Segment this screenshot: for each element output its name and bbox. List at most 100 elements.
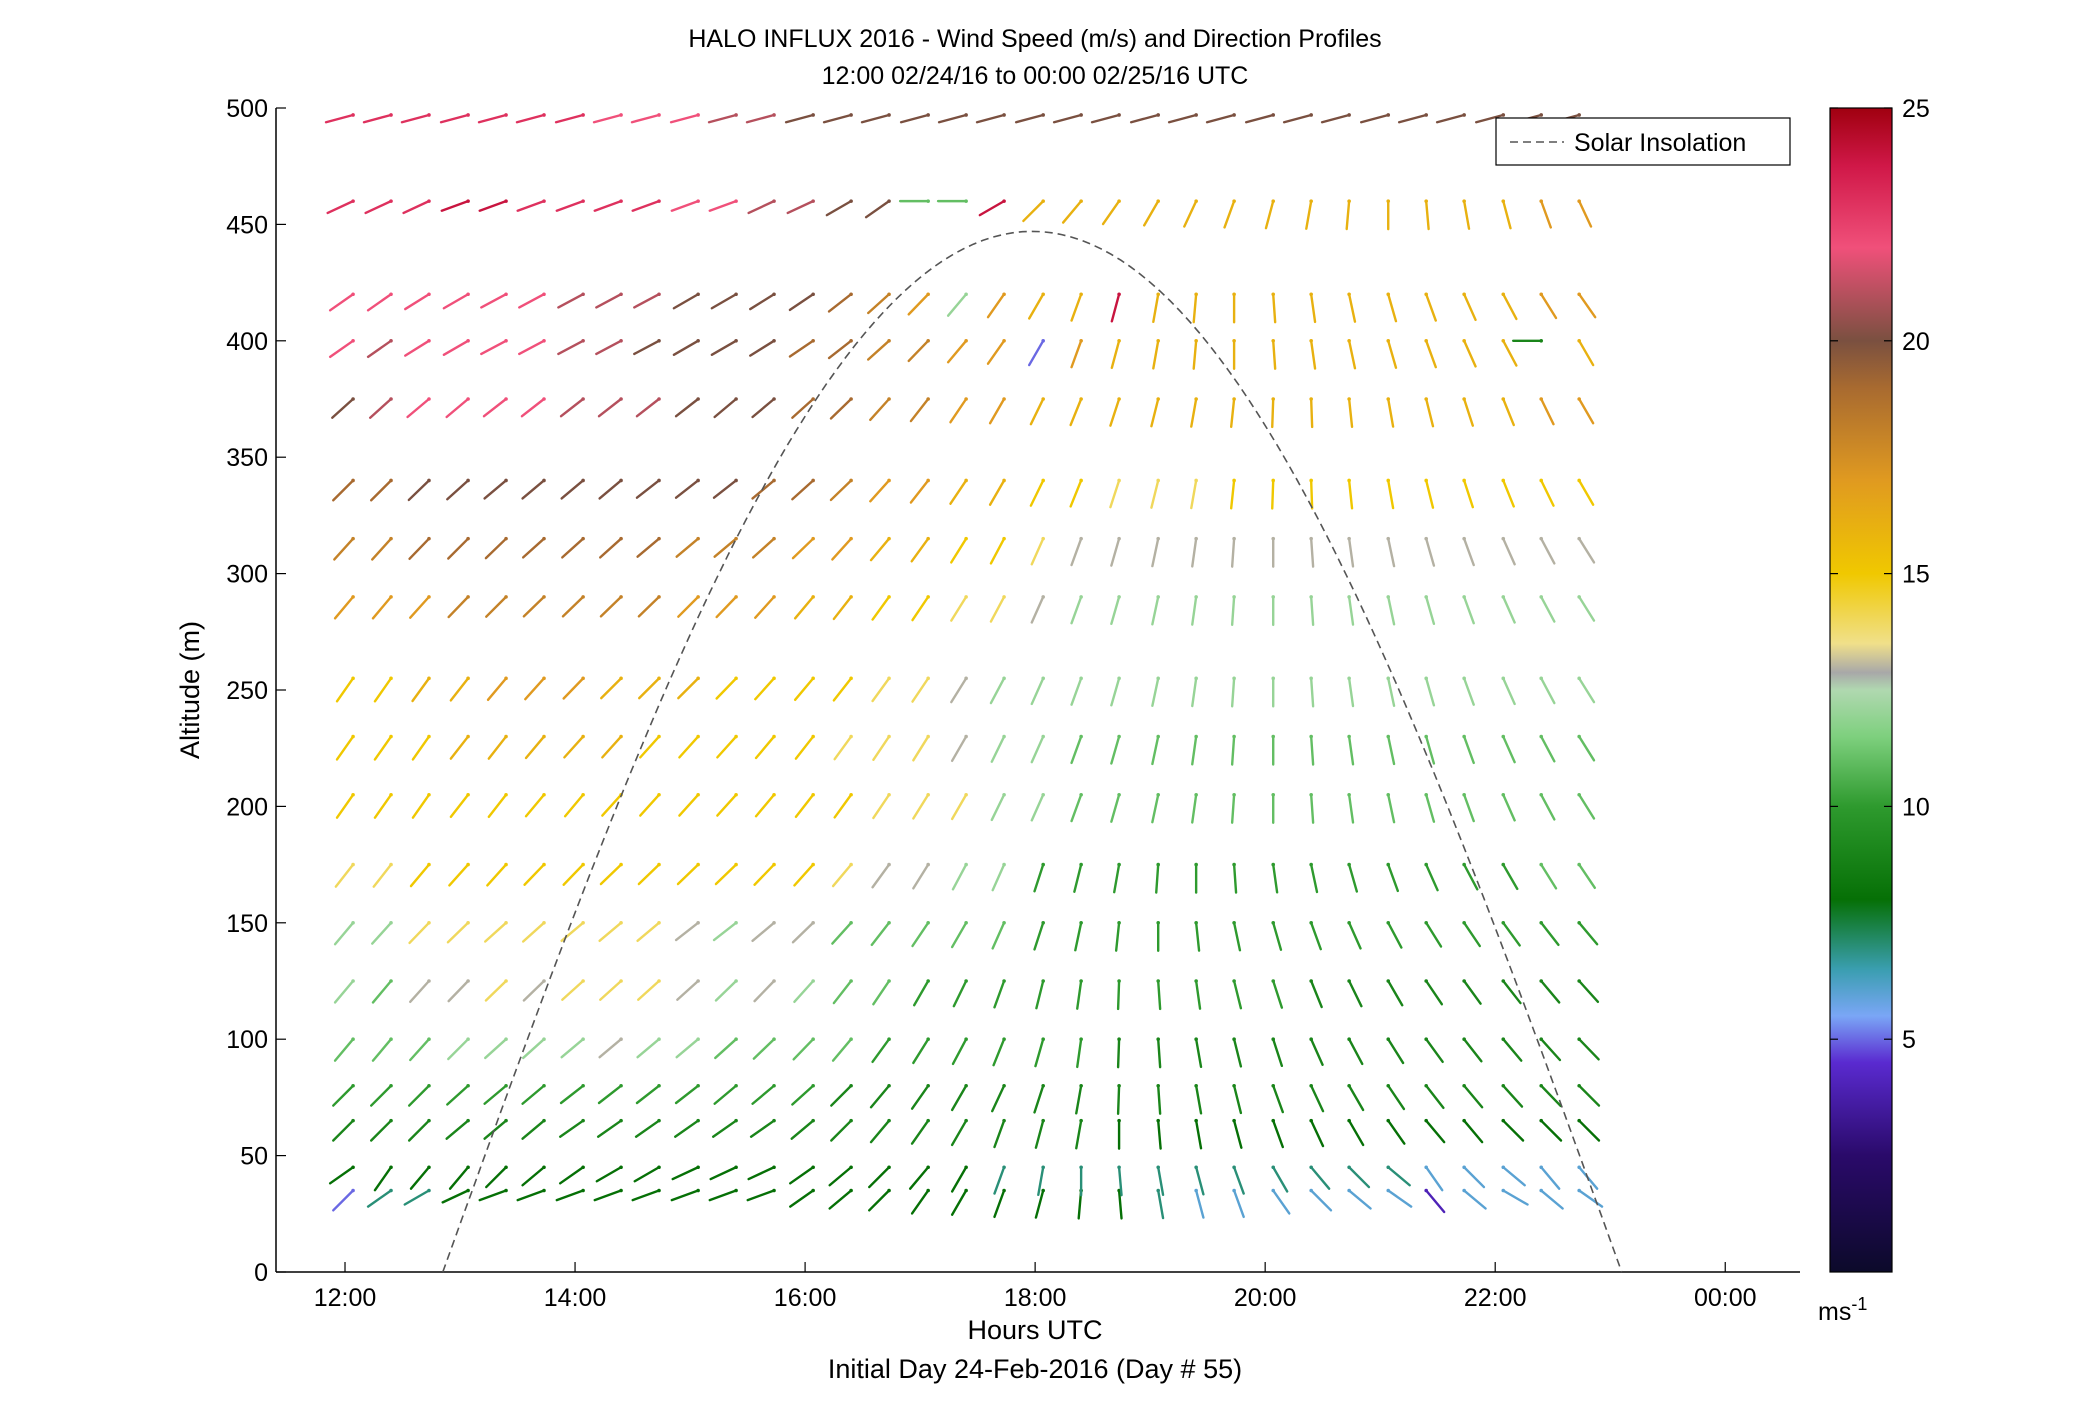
wind-vector-base: [1309, 478, 1313, 483]
wind-vector-base: [1347, 734, 1351, 739]
wind-vector-base: [619, 199, 623, 203]
wind-vector-base: [1041, 478, 1045, 483]
wind-vector: [712, 921, 738, 942]
wind-vector: [950, 1189, 968, 1216]
wind-vector: [1347, 479, 1354, 510]
wind-vector: [1347, 793, 1355, 824]
y-tick-label: 100: [226, 1026, 268, 1054]
wind-vector: [1309, 863, 1319, 894]
wind-vector-base: [1539, 1037, 1544, 1041]
wind-vector: [950, 793, 968, 821]
wind-vector: [1387, 339, 1398, 369]
wind-vector: [950, 537, 968, 564]
wind-vector: [1110, 735, 1121, 765]
wind-vector: [557, 339, 585, 356]
wind-vector-base: [351, 734, 355, 739]
wind-vector-base: [1386, 397, 1391, 401]
wind-vector-base: [1347, 676, 1351, 681]
wind-vector: [333, 1037, 355, 1062]
wind-vector: [593, 1189, 623, 1202]
wind-vector-base: [504, 339, 508, 343]
wind-vector-base: [1577, 292, 1581, 297]
y-tick-label: 50: [240, 1143, 268, 1171]
wind-vector: [521, 1166, 546, 1187]
wind-vector: [333, 921, 355, 946]
wind-vector: [1577, 1119, 1601, 1142]
wind-vector: [446, 921, 470, 944]
wind-vector: [870, 921, 891, 947]
wind-vector: [1192, 293, 1198, 324]
wind-vector-base: [389, 339, 393, 343]
wind-vector-base: [696, 292, 700, 297]
wind-vector-base: [734, 979, 738, 983]
wind-vector-base: [1232, 397, 1236, 401]
wind-vector: [409, 979, 431, 1004]
wind-vector-base: [772, 1037, 776, 1041]
wind-vector: [1075, 1119, 1083, 1150]
wind-vector-base: [1539, 676, 1544, 681]
wind-vector: [1309, 677, 1315, 708]
wind-vector: [869, 479, 891, 503]
wind-vector-base: [1194, 1083, 1198, 1088]
wind-vector-base: [1002, 921, 1006, 925]
wind-vector: [1577, 397, 1595, 425]
wind-vector-base: [1539, 921, 1544, 925]
wind-vector: [1424, 537, 1436, 567]
wind-vector-base: [1386, 792, 1391, 797]
wind-vector-base: [926, 595, 930, 599]
wind-vector-base: [351, 1037, 355, 1041]
wind-vector-base: [351, 339, 355, 343]
wind-vector-base: [1462, 979, 1466, 983]
wind-vector: [373, 677, 393, 703]
wind-vector: [754, 793, 776, 818]
wind-vector-base: [657, 921, 661, 925]
wind-vector: [477, 113, 508, 124]
wind-vector: [907, 339, 930, 363]
wind-vector: [402, 199, 431, 215]
wind-vector: [633, 1166, 661, 1183]
wind-vector: [751, 397, 776, 419]
wind-vector-base: [581, 1188, 585, 1193]
wind-vector-base: [542, 339, 546, 343]
wind-vector-base: [1079, 292, 1083, 297]
wind-vector-base: [734, 339, 738, 343]
wind-vector-base: [1156, 734, 1160, 739]
wind-vector-base: [1002, 292, 1006, 297]
wind-vector-base: [1117, 113, 1121, 117]
wind-vector-base: [1424, 397, 1428, 401]
wind-vector: [638, 677, 661, 700]
wind-vector: [1037, 1166, 1045, 1197]
wind-vector: [592, 113, 623, 124]
wind-vector: [1232, 979, 1243, 1010]
wind-vector: [1424, 199, 1430, 231]
colorbar-tick-label: 15: [1902, 561, 1930, 589]
wind-vector-base: [849, 1118, 853, 1123]
wind-vector: [442, 293, 470, 310]
wind-vector-base: [1309, 1165, 1313, 1170]
wind-vector-base: [772, 199, 776, 203]
wind-vector-base: [427, 536, 431, 541]
wind-vector-base: [887, 1165, 891, 1170]
wind-vector-base: [466, 397, 470, 401]
wind-vector: [328, 293, 355, 312]
wind-vector-base: [926, 339, 930, 343]
wind-vector: [1029, 397, 1045, 426]
y-tick-label: 250: [226, 677, 268, 705]
wind-vector-base: [1424, 1188, 1428, 1193]
wind-vector: [1076, 1037, 1083, 1069]
wind-vector: [993, 979, 1006, 1009]
wind-vector-base: [1271, 734, 1276, 739]
wind-vector-base: [849, 478, 853, 483]
wind-vector: [829, 397, 853, 420]
wind-vector: [439, 113, 470, 124]
wind-vector-base: [1002, 113, 1006, 117]
wind-vector-base: [1041, 792, 1045, 797]
wind-vector: [707, 113, 738, 124]
wind-vector: [598, 1037, 623, 1059]
wind-vector: [561, 595, 585, 618]
wind-vector-base: [389, 1118, 393, 1123]
wind-vector-base: [1156, 199, 1160, 203]
wind-vector-base: [849, 792, 853, 797]
wind-vector-base: [351, 792, 355, 797]
wind-vector-base: [351, 921, 355, 925]
